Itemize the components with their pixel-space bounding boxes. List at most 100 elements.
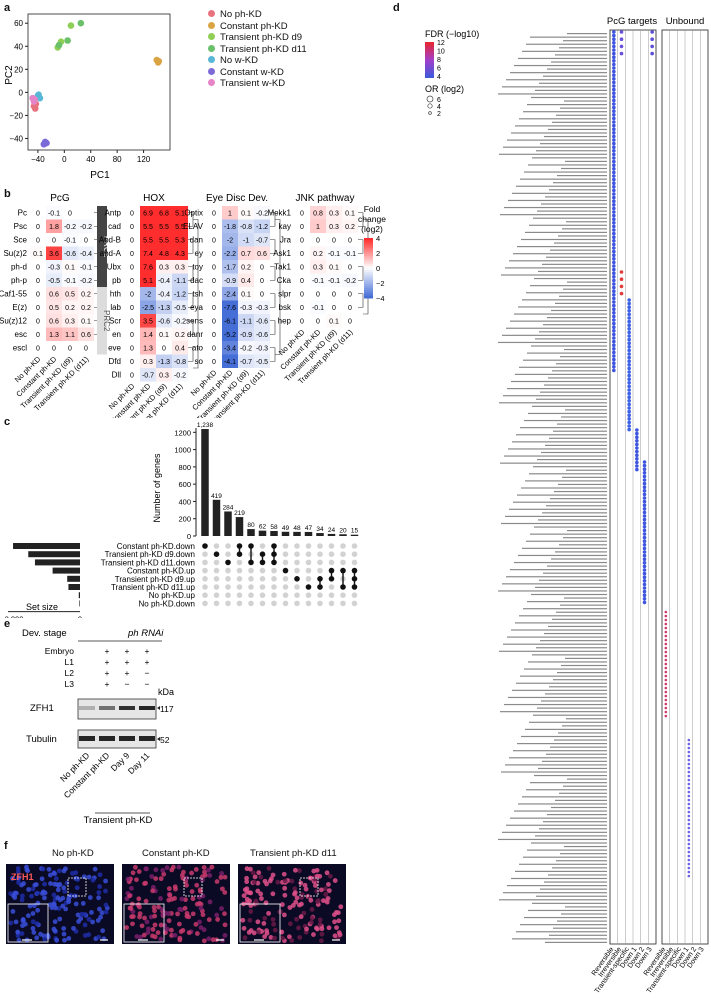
nucleus (42, 881, 47, 887)
cell-value: -0.7 (256, 238, 268, 245)
nucleus (177, 906, 183, 912)
nucleus (166, 897, 172, 903)
nucleus (38, 931, 43, 937)
cell-value: 5.3 (175, 238, 185, 245)
nucleus (145, 930, 151, 935)
heatmap-cell (172, 246, 188, 260)
go-dot (619, 30, 624, 34)
cell-value: 5.1 (143, 278, 153, 285)
go-term-label-line (527, 104, 607, 106)
go-term-label-line (558, 732, 607, 734)
nucleus (256, 870, 262, 876)
go-dot (642, 496, 647, 500)
matrix-dot (271, 592, 277, 598)
heatmap-cell (310, 260, 326, 274)
cell-value: -1 (243, 238, 249, 245)
heatmap-cell (222, 354, 238, 368)
nucleus (39, 876, 45, 882)
go-dot (612, 311, 616, 315)
go-term-label-line (512, 689, 607, 691)
dendrogram-branch (188, 320, 194, 335)
go-term-label-line (549, 934, 607, 936)
go-dot (619, 291, 624, 296)
matrix-dot (282, 559, 289, 566)
go-term-label-line (499, 650, 607, 652)
go-term-label-line (502, 86, 607, 88)
nucleus (194, 931, 200, 936)
go-term-label-line (503, 146, 607, 148)
fdr-tick: 4 (437, 74, 441, 81)
nucleus (293, 867, 298, 873)
dendrogram-branch (358, 293, 364, 308)
matrix-dot (202, 551, 208, 557)
go-dot (627, 377, 631, 382)
legend-label: No ph-KD (220, 9, 262, 20)
nucleus (270, 891, 276, 897)
matrix-dot (317, 567, 323, 574)
nucleus (160, 912, 166, 918)
heatmap-cell (140, 246, 156, 260)
eye-title: Eye Disc Dev. (206, 193, 268, 204)
heatmap-cell (238, 287, 254, 301)
fdr-tick: 8 (437, 57, 441, 64)
matrix-dot (225, 559, 231, 566)
go-term-label-line (560, 356, 607, 358)
plot-frame (27, 13, 171, 151)
go-dot (642, 564, 647, 569)
heatmap-cell (222, 314, 238, 328)
heatmap-cell (254, 314, 270, 328)
nucleus (169, 927, 174, 933)
row-label: bsk (279, 303, 292, 312)
go-dot (627, 406, 631, 410)
nucleus (47, 902, 53, 908)
go-dot (612, 77, 616, 81)
heatmap-cell (222, 287, 238, 301)
nucleus (258, 891, 264, 897)
inset-frame (7, 903, 49, 943)
nucleus (61, 926, 67, 931)
go-term-label-line (505, 764, 607, 766)
go-dot (642, 561, 647, 565)
nucleus (46, 866, 52, 872)
go-term-label-line (534, 774, 607, 777)
go-dot (612, 102, 616, 106)
go-dot (612, 84, 616, 88)
go-dot (627, 316, 631, 320)
legend-dot (208, 79, 215, 86)
go-dot (612, 325, 616, 330)
go-dot (627, 391, 631, 396)
go-term-label-line (503, 395, 607, 397)
nucleus (251, 879, 257, 885)
nucleus (152, 922, 158, 928)
nucleus (184, 875, 190, 881)
nucleus (253, 898, 259, 904)
bar-value-label: 219 (234, 510, 245, 517)
go-dot (627, 348, 631, 353)
go-dot (612, 170, 616, 175)
go-dot (642, 557, 647, 561)
nucleus (206, 917, 212, 923)
go-term-label-line (547, 814, 607, 816)
heatmap-cell (46, 327, 62, 341)
matrix-dot (236, 551, 243, 557)
set-size-bar (13, 543, 80, 549)
go-dot (627, 337, 631, 342)
cell-value: 1 (228, 211, 232, 218)
go-term-label-line (525, 231, 607, 233)
nucleus (137, 914, 142, 920)
heatmap-cell (30, 273, 46, 287)
go-dot (687, 838, 691, 842)
cell-value: -0.9 (224, 278, 236, 285)
heatmap-cell (124, 287, 140, 301)
heatmap-cell (206, 314, 222, 328)
cell-value: -0.1 (64, 238, 76, 245)
scale-step (364, 246, 373, 249)
go-term-label-line (518, 803, 607, 805)
go-dot (619, 44, 624, 49)
nucleus (332, 919, 337, 925)
y-tick-label: −40 (9, 134, 23, 143)
nucleus (189, 870, 194, 876)
go-dot (664, 714, 668, 718)
nucleus (177, 937, 183, 943)
go-term-label-line (515, 373, 607, 375)
